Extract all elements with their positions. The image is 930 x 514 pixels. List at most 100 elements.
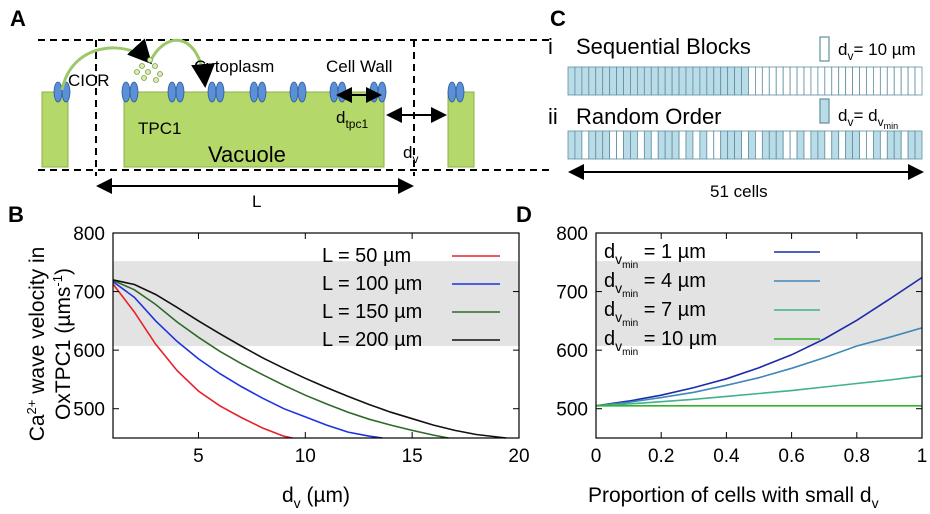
random-cell-block xyxy=(886,130,895,160)
random-cell-block xyxy=(595,130,604,160)
cytoplasm-label: Cytoplasm xyxy=(194,57,274,76)
left-vacuole-stub xyxy=(41,91,69,168)
random-cell-block xyxy=(879,130,888,160)
row-i-legend: dv= 10 µm xyxy=(838,40,916,63)
legend-label: dvmin = 4 µm xyxy=(604,270,706,300)
calcium-dots xyxy=(134,57,163,83)
cell-wall-label: Cell Wall xyxy=(326,57,392,76)
random-cell-block xyxy=(866,130,874,160)
sequential-cell-block xyxy=(907,66,916,96)
sequential-cell-block xyxy=(796,66,805,96)
y-tick-label: 700 xyxy=(556,283,588,304)
series-line xyxy=(595,375,923,407)
random-cell-block xyxy=(803,130,812,160)
sequential-cell-block xyxy=(567,66,576,96)
random-cell-block xyxy=(741,130,749,160)
random-cell-block xyxy=(616,130,624,160)
sequential-cell-block xyxy=(678,66,687,96)
random-cell-block xyxy=(859,130,867,160)
sequential-cell-block xyxy=(831,66,840,96)
random-cell-block xyxy=(671,130,680,160)
tpc1-label: TPC1 xyxy=(138,119,181,138)
plot-frame xyxy=(112,232,520,439)
sequential-cell-block xyxy=(692,66,701,96)
chart-b: 500 600 700 800 5 10 15 20 L = 50 µm L = 100 µm L … xyxy=(24,224,530,511)
random-cell-block xyxy=(734,130,742,160)
sequential-cell-block xyxy=(706,66,715,96)
sequential-cell-block xyxy=(650,66,659,96)
random-cell-block xyxy=(727,130,735,160)
tpc1-channel-icon xyxy=(121,81,139,103)
legend-label: dvmin = 7 µm xyxy=(604,299,706,329)
panel-a-letter: A xyxy=(10,6,26,31)
random-cell-block xyxy=(748,130,756,160)
random-cell-block xyxy=(907,130,916,160)
random-cell-block xyxy=(789,130,798,160)
sequential-cell-block xyxy=(817,66,826,96)
panel-c-letter: C xyxy=(550,6,566,31)
random-cell-block xyxy=(873,130,881,160)
cicr-label: CICR xyxy=(68,71,110,90)
sequential-cell-block xyxy=(859,66,867,96)
random-cell-block xyxy=(845,130,853,160)
x-axis-title: Proportion of cells with small dv xyxy=(588,484,879,511)
random-cell-block xyxy=(824,130,833,160)
sequential-cell-block xyxy=(914,66,923,96)
x-tick-label: 0.4 xyxy=(713,446,740,467)
sequential-cell-block xyxy=(824,66,833,96)
random-cell-block xyxy=(588,130,597,160)
x-tick-label: 5 xyxy=(193,446,204,467)
row-ii-legend-swatch xyxy=(819,98,830,124)
x-tick-label: 1 xyxy=(917,446,928,467)
random-cell-block xyxy=(664,130,673,160)
random-cell-block xyxy=(685,130,694,160)
row-ii-numeral: ii xyxy=(548,104,558,129)
y-tick-label: 800 xyxy=(73,224,105,245)
series-line xyxy=(595,276,923,407)
row-i-legend-swatch xyxy=(819,36,830,62)
random-cell-block xyxy=(810,130,819,160)
d-v-label: dv xyxy=(403,143,418,166)
sequential-cell-block xyxy=(664,66,673,96)
sequential-cell-block xyxy=(845,66,853,96)
sequential-cell-block xyxy=(720,66,729,96)
random-cell-block xyxy=(581,130,590,160)
sequential-cell-block xyxy=(886,66,895,96)
series-line xyxy=(112,279,507,439)
random-cell-block xyxy=(775,130,784,160)
sequential-cell-block xyxy=(866,66,874,96)
L-label: L xyxy=(252,192,261,211)
sequential-cell-block xyxy=(699,66,708,96)
legend-label: L = 50 µm xyxy=(322,245,411,267)
random-cell-block xyxy=(657,130,666,160)
x-tick-label: 20 xyxy=(508,446,529,467)
central-vacuole xyxy=(123,91,385,168)
row-i-numeral: i xyxy=(548,34,553,59)
sequential-cell-block xyxy=(775,66,784,96)
x-tick-label: 0.6 xyxy=(778,446,804,467)
series-line xyxy=(112,279,449,439)
random-cell-block xyxy=(574,130,583,160)
sequential-cell-block xyxy=(713,66,722,96)
sequential-cell-block xyxy=(609,66,617,96)
panel-a: A CICR Cytoplasm Cell Wall TPC1 Vacuole … xyxy=(10,6,552,211)
cicr-arrow-right xyxy=(148,38,216,88)
plot-frame xyxy=(595,232,923,439)
sequential-cell-block xyxy=(768,66,777,96)
random-cell-block xyxy=(602,130,611,160)
random-cell-block xyxy=(706,130,715,160)
y-tick-label: 600 xyxy=(556,341,588,362)
panel-d-letter: D xyxy=(516,202,532,227)
random-cell-block xyxy=(817,130,826,160)
sequential-cell-block xyxy=(581,66,590,96)
row-ii-title: Random Order xyxy=(576,104,722,129)
sequential-cell-block xyxy=(685,66,694,96)
sequential-cell-block xyxy=(741,66,749,96)
sequential-cell-block xyxy=(838,66,847,96)
random-cell-block xyxy=(643,130,652,160)
random-cell-block xyxy=(914,130,923,160)
x-tick-label: 10 xyxy=(295,446,316,467)
random-cell-block xyxy=(623,130,631,160)
